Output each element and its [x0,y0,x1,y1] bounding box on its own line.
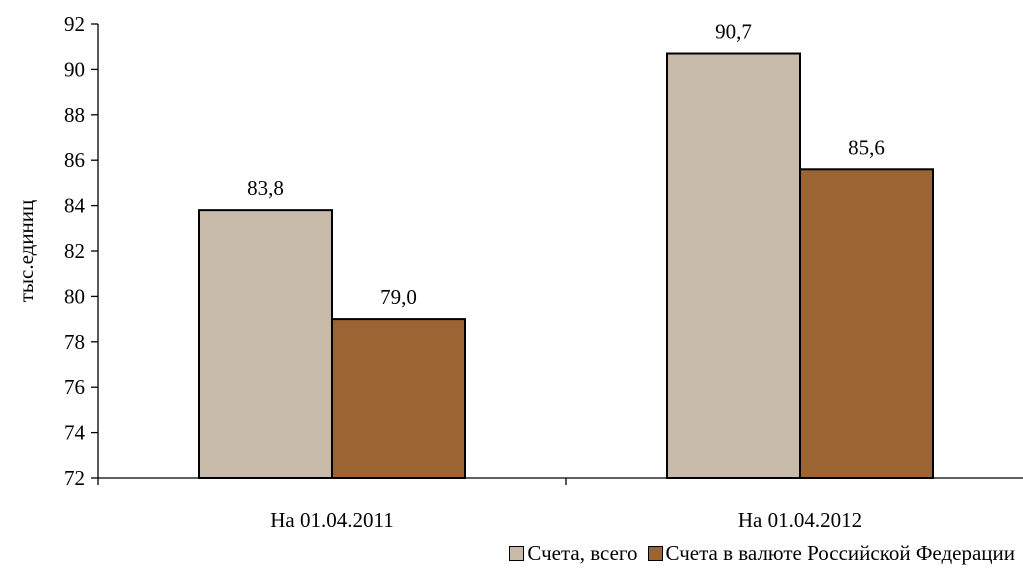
y-tick-label: 74 [64,421,86,445]
legend: Счета, всего Счета в валюте Российской Ф… [499,541,1015,566]
y-tick-label: 76 [64,375,85,399]
data-label: 83,8 [247,176,284,200]
x-category-label: На 01.04.2011 [270,508,393,532]
y-tick-label: 80 [64,284,85,308]
y-tick-label: 86 [64,148,85,172]
bar [198,209,333,479]
legend-label-rub: Счета в валюте Российской Федерации [665,541,1015,565]
legend-label-total: Счета, всего [527,541,638,565]
legend-item-rub: Счета в валюте Российской Федерации [647,541,1015,566]
y-tick-label: 72 [64,466,85,490]
legend-swatch-rub [647,546,663,561]
legend-swatch-total [509,546,525,561]
x-category-label: На 01.04.2012 [738,508,862,532]
y-tick-label: 82 [64,239,85,263]
bar [331,318,466,479]
bar [666,52,801,479]
y-tick-label: 92 [64,12,85,36]
y-tick-label: 84 [64,194,86,218]
data-label: 85,6 [848,135,885,159]
y-axis-title: тыс.единиц [14,200,38,303]
y-tick-label: 88 [64,103,85,127]
y-axis: 72 74 76 78 80 82 84 86 88 90 92 [64,12,99,490]
y-tick-label: 78 [64,330,85,354]
data-label: 90,7 [715,20,752,44]
x-axis: На 01.04.2011 На 01.04.2012 [97,477,1023,532]
bar [799,168,934,479]
y-tick-label: 90 [64,57,85,81]
legend-item-total: Счета, всего [509,541,638,566]
bars: 83,8 79,0 90,7 85,6 [198,20,934,479]
data-label: 79,0 [380,285,417,309]
